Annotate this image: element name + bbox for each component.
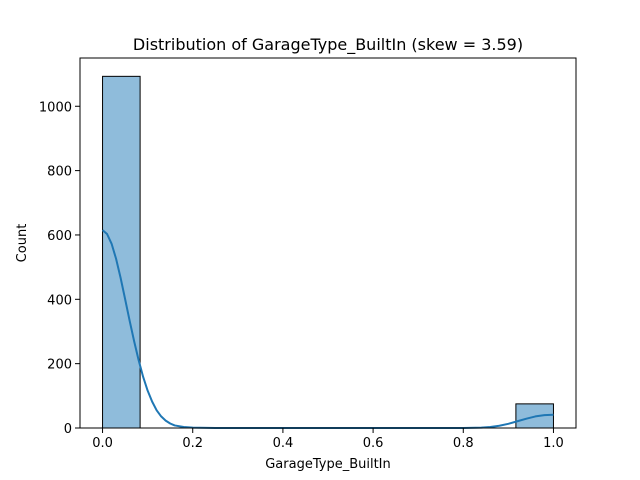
y-tick-label: 800 [47,165,72,180]
x-tick-label: 0.0 [92,436,113,451]
x-axis-label: GarageType_BuiltIn [265,457,391,472]
y-axis: 0 200 400 600 800 1000 [39,100,80,437]
y-tick-label: 0 [64,422,72,437]
y-tick-label: 1000 [39,100,72,115]
x-tick-label: 0.8 [453,436,474,451]
y-tick-label: 400 [47,293,72,308]
y-tick-label: 200 [47,358,72,373]
chart-title: Distribution of GarageType_BuiltIn (skew… [133,35,523,55]
x-axis: 0.0 0.2 0.4 0.6 0.8 1.0 [92,428,564,451]
y-axis-label: Count [15,224,30,263]
x-tick-label: 1.0 [543,436,564,451]
x-tick-label: 0.6 [363,436,384,451]
plot-area [101,75,554,429]
histogram-bar-0 [102,75,141,429]
y-tick-label: 600 [47,229,72,244]
x-tick-label: 0.2 [182,436,203,451]
axes-frame [79,57,577,429]
x-tick-label: 0.4 [273,436,294,451]
kde-curve [101,229,554,429]
